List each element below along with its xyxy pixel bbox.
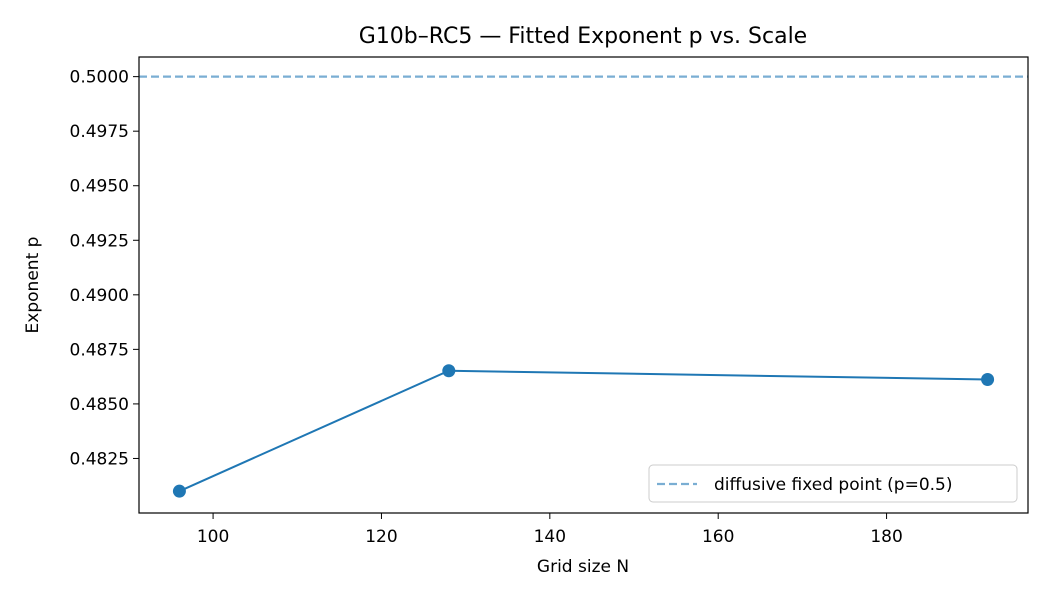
x-tick-label: 140: [534, 527, 566, 547]
x-tick-label: 100: [197, 527, 229, 547]
y-tick-label: 0.4950: [70, 177, 129, 197]
legend: diffusive fixed point (p=0.5): [648, 464, 1018, 503]
y-tick-label: 0.4825: [70, 449, 129, 469]
y-tick-label: 0.4925: [70, 231, 129, 251]
x-axis: 100 120 140 160 180: [197, 513, 903, 547]
y-tick-label: 0.4850: [70, 395, 129, 415]
plot-frame: [138, 56, 1029, 514]
y-tick-label: 0.5000: [70, 68, 129, 88]
data-point: [172, 484, 186, 498]
x-axis-label: Grid size N: [537, 557, 629, 577]
y-tick-label: 0.4900: [70, 286, 129, 306]
y-axis-label: Exponent p: [23, 237, 43, 334]
legend-box: [648, 464, 1018, 503]
legend-label: diffusive fixed point (p=0.5): [714, 475, 953, 495]
x-tick-label: 120: [365, 527, 397, 547]
y-tick-label: 0.4975: [70, 122, 129, 142]
x-tick-label: 180: [870, 527, 902, 547]
data-point: [442, 364, 456, 378]
x-tick-label: 160: [702, 527, 734, 547]
y-tick-label: 0.4875: [70, 340, 129, 360]
series-group: [172, 364, 995, 498]
y-axis: 0.4825 0.4850 0.4875 0.4900 0.4925 0.4950 0.49…: [70, 68, 139, 469]
data-point: [981, 372, 995, 386]
chart-title: G10b–RC5 — Fitted Exponent p vs. Scale: [359, 24, 807, 49]
